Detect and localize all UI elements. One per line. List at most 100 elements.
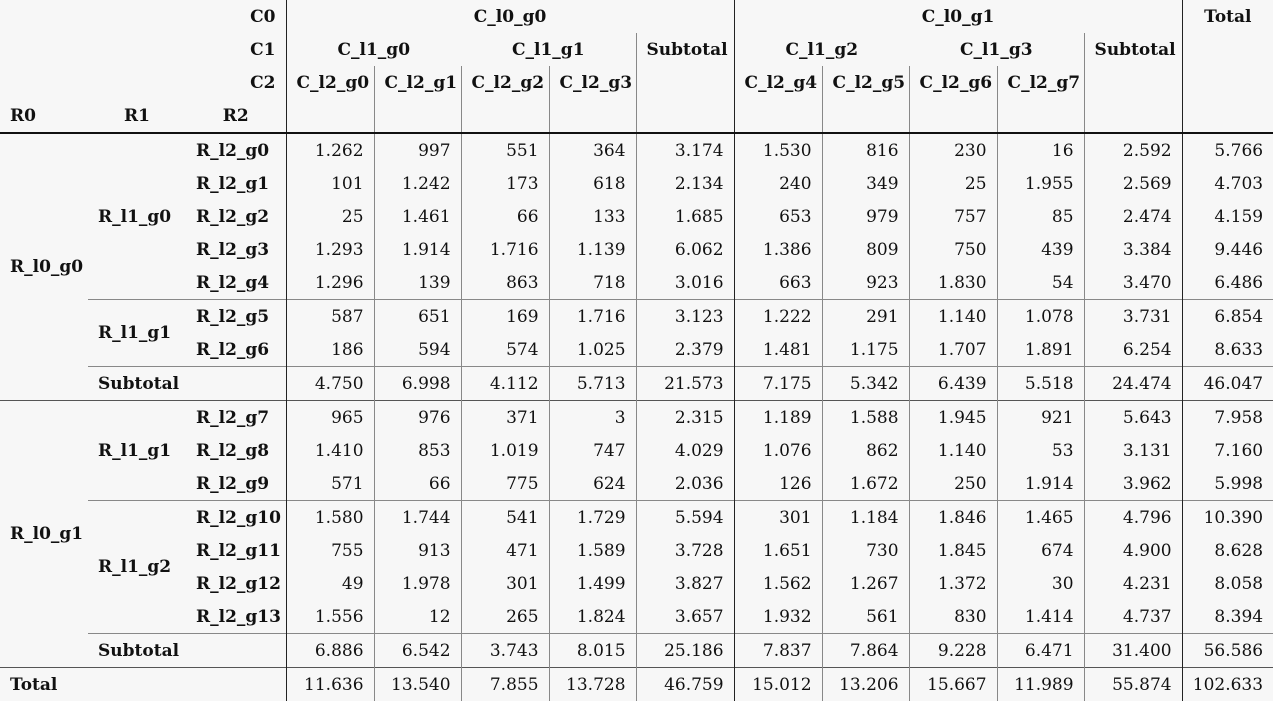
value-cell: 6.254 (1083, 333, 1183, 367)
value-cell: 364 (548, 133, 637, 167)
value-cell: 979 (821, 200, 910, 233)
value-cell: 3.470 (1083, 266, 1183, 300)
value-cell: 997 (373, 133, 462, 167)
value-cell: 1.140 (908, 434, 998, 467)
header-spacer (1083, 99, 1183, 134)
value-cell: 2.474 (1083, 200, 1183, 233)
value-cell: 46.047 (1182, 366, 1273, 401)
value-cell: 133 (548, 200, 637, 233)
value-cell: 169 (460, 299, 550, 333)
value-cell: 1.078 (996, 299, 1085, 333)
value-cell: 1.481 (762, 339, 812, 360)
row-l2-label: R_l2_g3 (186, 233, 287, 266)
table-row: R_l2_g11 755 913 471 1.589 3.728 1.651 730 1.845… (0, 534, 1273, 567)
value-cell: 3.016 (635, 266, 735, 300)
value-cell: 3.657 (635, 600, 735, 634)
value-cell: 750 (908, 233, 998, 266)
value-cell: 862 (821, 434, 910, 467)
value-cell: 49 (341, 573, 364, 594)
row-l2-label: R_l2_g11 (186, 534, 287, 567)
value-cell: 2.036 (635, 467, 735, 501)
value-cell: 46.759 (635, 667, 735, 701)
row-l2-label: R_l2_g10 (186, 500, 287, 534)
value-cell: 1.242 (373, 167, 462, 200)
value-cell: 653 (779, 206, 812, 227)
value-cell: 663 (779, 272, 812, 293)
value-cell: 25.186 (635, 633, 735, 668)
value-cell: 10.390 (1182, 500, 1273, 534)
value-cell: 2.315 (635, 400, 735, 434)
value-cell: 1.845 (908, 534, 998, 567)
total-header: Total (1204, 6, 1252, 27)
value-cell: 3 (548, 400, 637, 434)
value-cell: 8.058 (1214, 573, 1264, 594)
value-cell: 755 (331, 540, 364, 561)
table-row: R_l2_g9 571 66 775 624 2.036 126 1.672 250 1.914 3… (0, 467, 1273, 501)
value-cell: 301 (734, 500, 823, 534)
value-cell: 371 (460, 400, 550, 434)
row-l2-label: R_l2_g8 (186, 434, 287, 467)
value-cell: 349 (821, 167, 910, 200)
value-cell: 186 (331, 339, 364, 360)
value-cell: 265 (460, 600, 550, 634)
r2-label: R2 (186, 99, 287, 134)
value-cell: 561 (821, 600, 910, 634)
value-cell: 3.731 (1083, 299, 1183, 333)
value-cell: 15.667 (908, 667, 998, 701)
value-cell: 816 (821, 133, 910, 167)
value-cell: 3.123 (635, 299, 735, 333)
value-cell: 1.175 (821, 333, 910, 367)
value-cell: 1.019 (460, 434, 550, 467)
value-cell: 1.372 (908, 567, 998, 600)
value-cell: 1.891 (996, 333, 1085, 367)
value-cell: 587 (286, 299, 375, 333)
value-cell: 8.394 (1214, 606, 1264, 627)
value-cell: 913 (373, 534, 462, 567)
subtotal-header: Subtotal (1083, 33, 1183, 66)
value-cell: 863 (460, 266, 550, 300)
value-cell: 4.029 (635, 434, 735, 467)
value-cell: 1.978 (373, 567, 462, 600)
table-row: R_l2_g12 49 1.978 301 1.499 3.827 1.562 1.267 1.… (0, 567, 1273, 600)
header-spacer (286, 99, 375, 134)
col-l1-header: C_l1_g2 (785, 39, 859, 60)
col-l0-header: C_l0_g0 (286, 0, 735, 33)
value-cell: 301 (460, 567, 550, 600)
col-l2-header: C_l2_g7 (996, 66, 1085, 99)
value-cell: 551 (460, 133, 550, 167)
value-cell: 11.636 (286, 667, 375, 701)
value-cell: 291 (821, 299, 910, 333)
value-cell: 1.672 (821, 467, 910, 501)
value-cell: 25 (908, 167, 998, 200)
row-l0-label: R_l0_g0 (10, 257, 84, 277)
grand-total-label: Total (0, 667, 287, 701)
header-spacer (821, 99, 910, 134)
value-cell: 1.465 (996, 500, 1085, 534)
value-cell: 7.958 (1182, 400, 1273, 434)
value-cell: 976 (373, 400, 462, 434)
value-cell: 55.874 (1083, 667, 1183, 701)
value-cell: 4.737 (1083, 600, 1183, 634)
table-row: R_l1_g2 R_l2_g10 1.580 1.744 541 1.729 5.594 30… (0, 500, 1273, 634)
value-cell: 1.932 (762, 606, 812, 627)
value-cell: 4.112 (460, 366, 550, 401)
value-cell: 651 (373, 299, 462, 333)
value-cell: 1.461 (373, 200, 462, 233)
value-cell: 541 (460, 500, 550, 534)
value-cell: 1.945 (908, 400, 998, 434)
subtotal-label: Subtotal (88, 633, 287, 668)
value-cell: 8.633 (1214, 339, 1264, 360)
value-cell: 5.342 (821, 366, 910, 401)
value-cell: 1.076 (762, 440, 812, 461)
row-l2-label: R_l2_g9 (186, 467, 287, 501)
col-l2-header: C_l2_g4 (744, 72, 818, 93)
value-cell: 674 (996, 534, 1085, 567)
value-cell: 12 (373, 600, 462, 634)
value-cell: 4.703 (1214, 173, 1264, 194)
col-l2-header: C_l2_g0 (296, 72, 370, 93)
value-cell: 1.267 (821, 567, 910, 600)
subtotal-header: Subtotal (635, 33, 735, 66)
header-spacer (635, 99, 735, 134)
col-l1-header: C_l1_g1 (511, 39, 585, 60)
value-cell: 1.025 (548, 333, 637, 367)
